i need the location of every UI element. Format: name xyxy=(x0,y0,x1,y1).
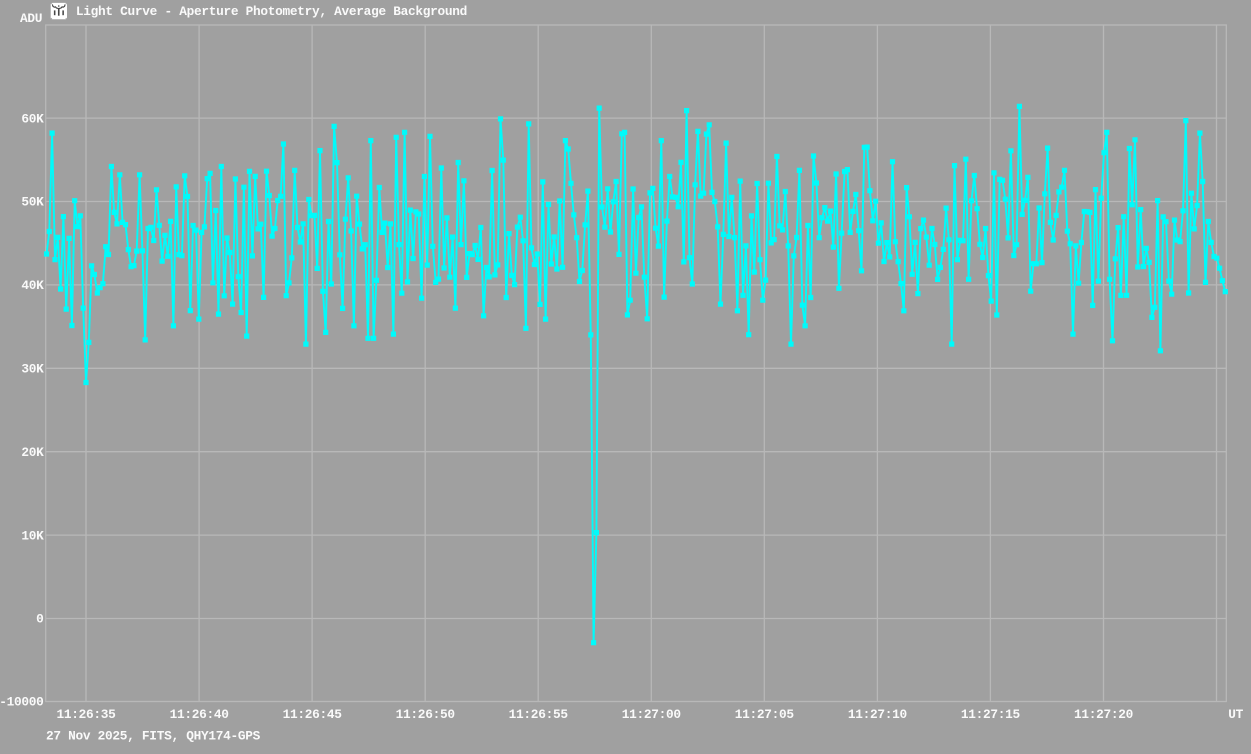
svg-text:50K: 50K xyxy=(21,195,44,210)
svg-text:10K: 10K xyxy=(21,528,44,543)
svg-text:UT: UT xyxy=(1228,707,1243,722)
svg-text:11:26:40: 11:26:40 xyxy=(170,707,229,722)
svg-text:11:27:05: 11:27:05 xyxy=(735,707,795,722)
svg-text:11:27:10: 11:27:10 xyxy=(848,707,907,722)
svg-text:11:27:00: 11:27:00 xyxy=(622,707,681,722)
svg-text:11:26:50: 11:26:50 xyxy=(396,707,455,722)
svg-text:11:26:45: 11:26:45 xyxy=(283,707,343,722)
svg-text:Light Curve - Aperture Photome: Light Curve - Aperture Photometry, Avera… xyxy=(76,4,467,19)
svg-text:20K: 20K xyxy=(21,445,44,460)
svg-text:11:27:15: 11:27:15 xyxy=(961,707,1021,722)
svg-text:11:26:35: 11:26:35 xyxy=(56,707,116,722)
svg-text:27 Nov 2025, FITS, QHY174-GPS: 27 Nov 2025, FITS, QHY174-GPS xyxy=(46,728,261,743)
svg-text:0: 0 xyxy=(36,612,43,627)
svg-text:60K: 60K xyxy=(21,111,44,126)
svg-text:30K: 30K xyxy=(21,362,44,377)
svg-text:-10000: -10000 xyxy=(0,695,44,710)
svg-text:11:26:55: 11:26:55 xyxy=(509,707,569,722)
svg-text:ADU: ADU xyxy=(20,11,42,26)
svg-text:40K: 40K xyxy=(21,278,44,293)
svg-text:11:27:20: 11:27:20 xyxy=(1074,707,1133,722)
